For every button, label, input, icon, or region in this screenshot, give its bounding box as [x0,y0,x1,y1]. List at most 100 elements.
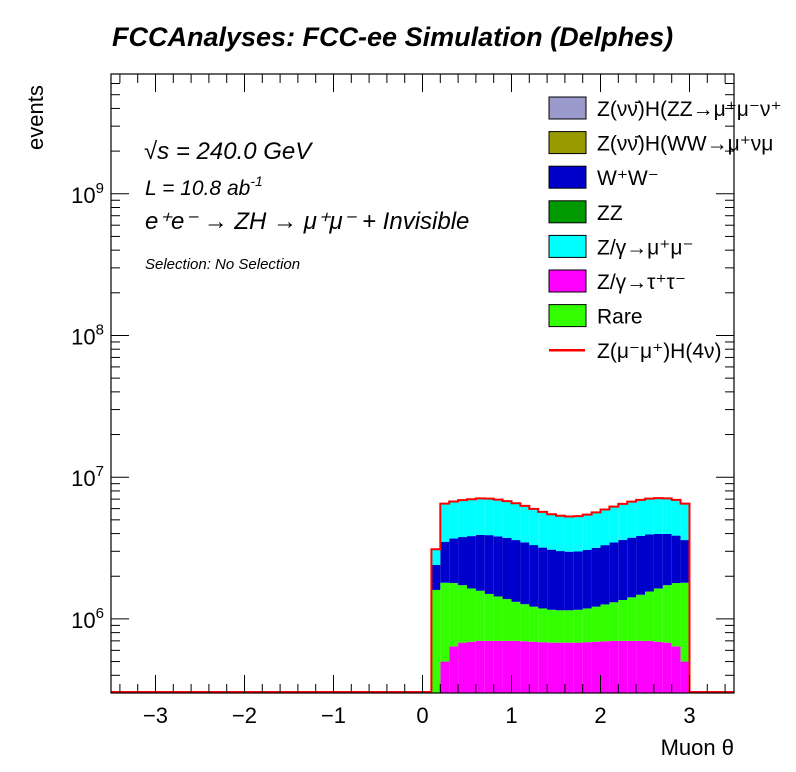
legend-swatch [548,165,587,189]
stack-bin [458,585,467,643]
legend-label: Z(μ⁻μ⁺)H(4ν) [597,340,722,363]
stack-bin [662,533,672,586]
stack-bin [440,541,450,583]
axis-ticks: −3 −2 −1 0 1 2 3 106 107 108 109 [71,73,734,728]
stack-bin [627,537,637,598]
legend-label: ZZ [597,202,623,225]
legend-label: Z(νν̄)H(WW→μ⁺νμ [597,133,773,156]
legend-label: Rare [597,306,643,329]
stack-component-3 [431,533,690,611]
stack-bin [440,661,450,693]
stack-bin [502,537,512,600]
stack-bin [556,515,565,552]
stack-bin [591,512,601,548]
stack-bin [458,537,467,586]
stack-bin [493,536,503,597]
stack-bin [520,641,530,693]
annotation-sqrt-s: √s = 240.0 GeV [144,138,313,165]
stack-bin [564,642,574,693]
stack-bin [458,642,467,693]
y-tick-label: 106 [71,605,104,633]
stack-bin [573,642,583,693]
legend-label: Z/γ→μ⁺μ⁻ [597,236,694,259]
x-tick-label: 2 [594,703,606,728]
stack-bin [493,596,503,641]
selection-text: Selection: No Selection [145,256,300,273]
stack-bin [609,542,619,603]
stack-bin [600,509,610,546]
stack-bin [511,601,521,641]
stack-component-4 [431,498,690,566]
x-tick-label: −3 [143,703,168,728]
stack-bin [475,534,485,591]
stack-bin [467,499,476,537]
stack-bin [520,505,530,543]
stack-bin [671,535,681,584]
stack-bin [538,547,548,609]
stack-bin [653,641,663,693]
stack-bin [467,536,476,589]
stack-bin [484,640,494,693]
legend-entry: ZZ [548,200,623,225]
stack-bin [520,542,530,605]
stack-bin [538,642,548,693]
stack-bin [538,608,548,643]
signal-histogram [111,497,734,693]
legend-swatch [548,200,587,224]
stack-bin [493,640,503,693]
x-axis-label: Muon θ [661,735,734,760]
stack-bin [573,609,583,643]
stack-bin [636,499,645,536]
stack-bin [564,610,574,643]
stack-bin [671,583,681,647]
stack-bin [627,640,637,693]
stack-bin [591,547,601,607]
y-axis-label: events [23,85,48,150]
stack-bin [653,533,663,589]
stack-bin [680,503,690,541]
stack-bin [467,588,476,642]
stack-bin [467,641,476,693]
stack-bin [680,540,690,583]
stack-bin [547,609,556,643]
y-tick-label: 107 [71,463,104,491]
stack-bin [627,501,637,538]
stack-bin [449,583,459,647]
legend-entry: Z(μ⁻μ⁺)H(4ν) [549,340,722,363]
stack-bin [475,498,485,535]
stack-bin [645,534,654,592]
stack-bin [520,604,530,642]
legend-swatch [548,96,587,120]
stack-bin [502,599,512,641]
stack-bin [645,640,654,693]
stack-bin [653,588,663,642]
stack-bin [511,640,521,693]
luminosity-exponent: -1 [250,173,262,189]
stack-bin [529,508,539,546]
stack-bin [484,535,494,594]
sqrt-s-text: √s = 240.0 GeV [144,138,313,165]
legend-label: Z(νν̄)H(ZZ→μ⁺μ⁻ν⁺ [597,98,782,121]
stack-bin [636,640,645,693]
stack-bin [582,642,592,693]
stack-bin [484,498,494,536]
stack-bin [440,503,450,542]
stack-component-1 [431,582,690,693]
stack-bin [493,499,503,537]
stack-bin [475,640,485,693]
legend-label: Z/γ→τ⁺τ⁻ [597,271,686,294]
stack-bin [556,642,565,693]
stack-bin [538,511,548,548]
legend-entry: Z(νν̄)H(WW→μ⁺νμ [548,131,773,156]
stack-bin [636,594,645,641]
stack-bin [662,585,672,643]
legend: Z(νν̄)H(ZZ→μ⁺μ⁻ν⁺ Z(νν̄)H(WW→μ⁺νμ W⁺W⁻ ZZ Z/… [548,96,782,363]
legend-swatch [548,234,587,258]
stack-bin [431,589,441,693]
stack-bin [564,551,574,611]
stack-bin [449,646,459,693]
signal-line [111,497,734,693]
stack-bin [609,506,619,543]
x-tick-label: −1 [321,703,346,728]
